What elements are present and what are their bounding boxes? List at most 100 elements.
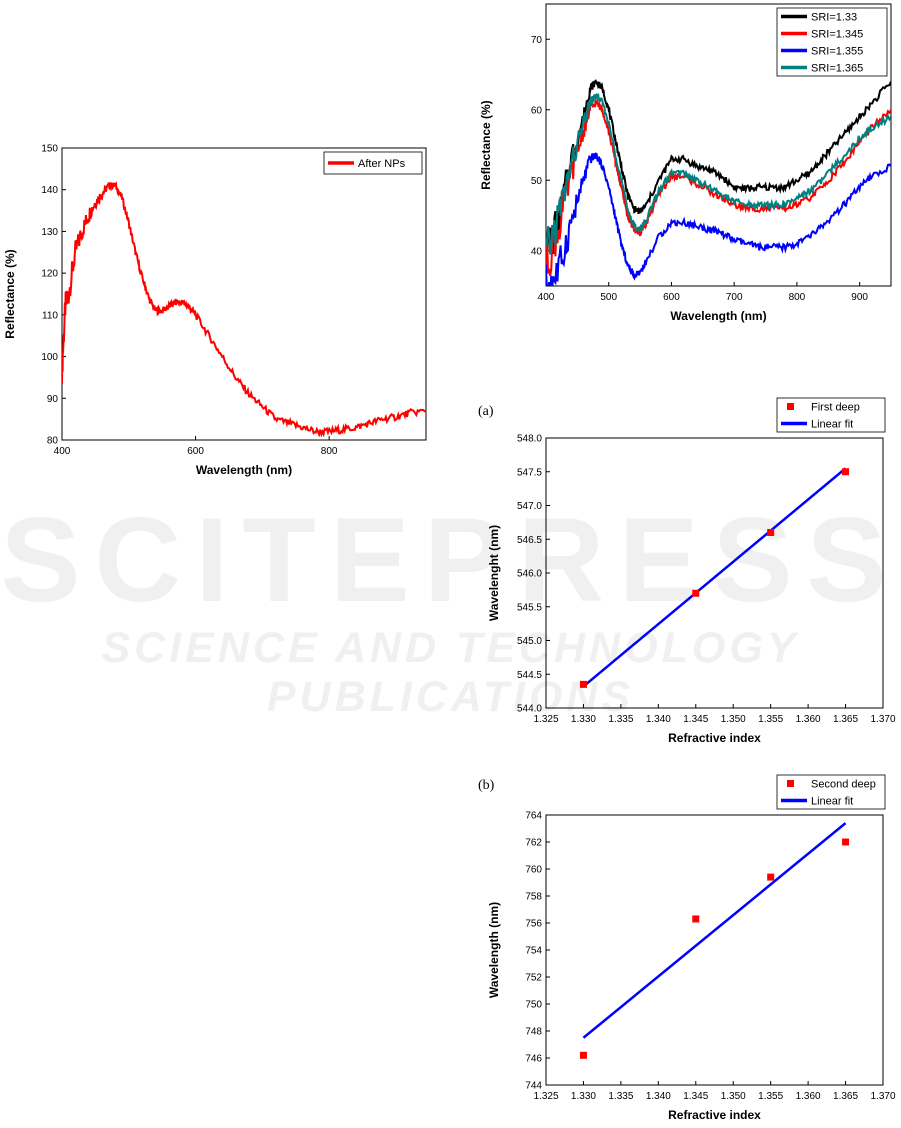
y-tick-label: 140 xyxy=(41,185,58,196)
y-tick-label: 756 xyxy=(525,919,542,930)
subfigure-label-a: (a) xyxy=(478,404,494,419)
y-tick-label: 80 xyxy=(47,436,59,447)
legend-label: SRI=1.33 xyxy=(811,12,857,24)
legend-label: After NPs xyxy=(358,158,406,170)
y-tick-label: 545.5 xyxy=(517,602,542,613)
y-tick-label: 546.0 xyxy=(517,569,542,580)
y-tick-label: 40 xyxy=(531,246,543,257)
data-point xyxy=(842,838,850,846)
fit-line xyxy=(582,467,847,688)
x-tick-label: 800 xyxy=(321,446,338,457)
y-tick-label: 60 xyxy=(531,105,543,116)
y-tick-label: 90 xyxy=(47,394,59,405)
y-tick-label: 760 xyxy=(525,865,542,876)
data-point xyxy=(692,915,700,923)
x-tick-label: 1.340 xyxy=(646,1091,671,1102)
x-tick-label: 1.365 xyxy=(833,714,858,725)
chart-first-deep: 1.325 1.330 1.335 1.340 1.345 1.350 1.355 1.360… xyxy=(487,397,896,745)
x-tick-label: 1.345 xyxy=(683,1091,708,1102)
data-point xyxy=(767,873,775,881)
data-point xyxy=(692,589,700,597)
legend-box xyxy=(323,151,423,175)
y-tick-label: 750 xyxy=(525,1000,542,1011)
y-tick-label: 545.0 xyxy=(517,636,542,647)
data-point xyxy=(842,468,850,476)
legend-label: Second deep xyxy=(811,779,876,791)
y-axis-label: Wavelength (nm) xyxy=(487,902,501,998)
y-tick-label: 752 xyxy=(525,973,542,984)
x-tick-label: 600 xyxy=(663,292,680,303)
x-tick-label: 600 xyxy=(187,446,204,457)
x-tick-label: 1.355 xyxy=(758,1091,783,1102)
chart-second-deep: 1.325 1.330 1.335 1.340 1.345 1.350 1.355 1.360… xyxy=(487,774,896,1122)
x-tick-label: 1.355 xyxy=(758,714,783,725)
x-tick-label: 1.330 xyxy=(571,1091,596,1102)
x-tick-label: 900 xyxy=(851,292,868,303)
y-tick-label: 744 xyxy=(525,1081,542,1092)
legend-label: SRI=1.365 xyxy=(811,63,863,75)
x-tick-label: 1.345 xyxy=(683,714,708,725)
y-tick-label: 546.5 xyxy=(517,535,542,546)
legend-label: SRI=1.345 xyxy=(811,29,863,41)
x-axis-label: Refractive index xyxy=(668,1108,761,1122)
legend-box xyxy=(776,397,886,433)
y-tick-label: 544.0 xyxy=(517,704,542,715)
data-point xyxy=(579,1051,587,1059)
x-tick-label: 1.350 xyxy=(721,1091,746,1102)
plot-frame xyxy=(545,3,892,287)
x-tick-label: 1.360 xyxy=(796,1091,821,1102)
x-tick-label: 400 xyxy=(54,446,71,457)
x-tick-label: 1.330 xyxy=(571,714,596,725)
x-tick-label: 1.360 xyxy=(796,714,821,725)
y-tick-label: 70 xyxy=(531,35,543,46)
plot-frame xyxy=(61,147,427,441)
data-point xyxy=(767,529,775,536)
y-tick-label: 120 xyxy=(41,269,58,280)
legend-box xyxy=(776,7,888,77)
subfigure-label-b: (b) xyxy=(478,778,495,793)
legend-marker xyxy=(787,403,794,410)
series-line-3 xyxy=(546,92,891,255)
series-line-1 xyxy=(546,98,891,276)
x-tick-label: 1.325 xyxy=(533,1091,558,1102)
series-line-2 xyxy=(546,152,891,286)
fit-line xyxy=(582,822,847,1039)
x-tick-label: 1.325 xyxy=(533,714,558,725)
x-tick-label: 1.350 xyxy=(721,714,746,725)
y-tick-label: 548.0 xyxy=(517,434,542,445)
y-tick-label: 748 xyxy=(525,1027,542,1038)
data-point xyxy=(579,680,587,688)
x-tick-label: 700 xyxy=(726,292,743,303)
x-tick-label: 1.340 xyxy=(646,714,671,725)
y-tick-label: 746 xyxy=(525,1054,542,1065)
y-tick-label: 100 xyxy=(41,352,58,363)
legend-label: First deep xyxy=(811,402,860,414)
y-tick-label: 764 xyxy=(525,811,542,822)
legend-box xyxy=(776,774,886,810)
chart-after-nps: 400 600 800 80 90 100 110 120 130 140 150 Wavelengt… xyxy=(3,144,427,477)
series-line-0 xyxy=(62,181,426,438)
y-tick-label: 547.0 xyxy=(517,501,542,512)
y-tick-label: 130 xyxy=(41,227,58,238)
y-axis-label: Reflectance (%) xyxy=(3,249,17,338)
y-tick-label: 762 xyxy=(525,838,542,849)
x-tick-label: 1.370 xyxy=(870,714,895,725)
y-axis-label: Wavelenght (nm) xyxy=(487,525,501,621)
x-axis-label: Wavelength (nm) xyxy=(196,463,292,477)
y-tick-label: 754 xyxy=(525,946,542,957)
legend-label: Linear fit xyxy=(811,419,853,431)
x-tick-label: 1.335 xyxy=(608,714,633,725)
series-line-0 xyxy=(546,79,891,271)
x-tick-label: 400 xyxy=(538,292,555,303)
x-axis-label: Wavelength (nm) xyxy=(670,309,766,323)
x-tick-label: 1.365 xyxy=(833,1091,858,1102)
legend-label: Linear fit xyxy=(811,796,853,808)
legend-label: SRI=1.355 xyxy=(811,46,863,58)
x-tick-label: 800 xyxy=(789,292,806,303)
y-tick-label: 150 xyxy=(41,144,58,155)
x-tick-label: 1.370 xyxy=(870,1091,895,1102)
x-tick-label: 500 xyxy=(600,292,617,303)
y-tick-label: 50 xyxy=(531,176,543,187)
y-tick-label: 544.5 xyxy=(517,670,542,681)
y-tick-label: 547.5 xyxy=(517,467,542,478)
